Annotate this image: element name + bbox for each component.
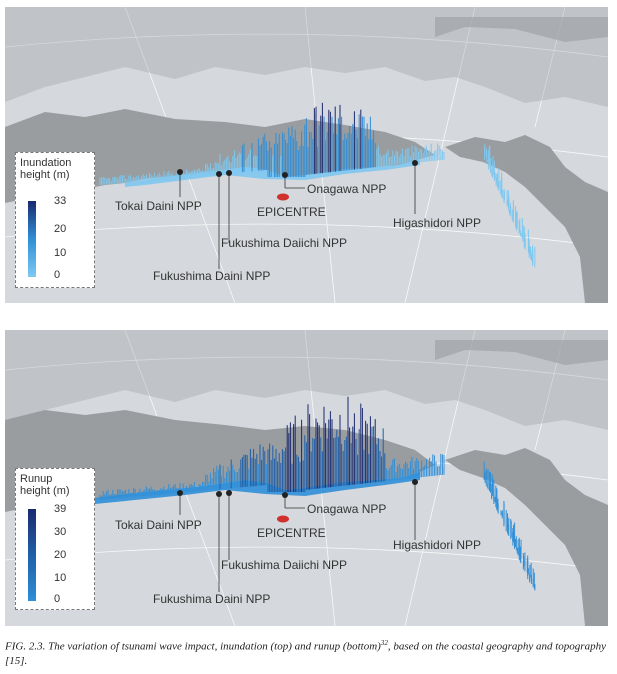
label-onagawa: Onagawa NPP <box>307 502 387 516</box>
land-farnorth <box>435 17 608 42</box>
caption-ref: 32 <box>380 639 388 647</box>
legend-tick: 30 <box>54 526 67 538</box>
land-north <box>5 7 608 107</box>
land-northeast <box>445 135 608 303</box>
npp-markers <box>177 160 418 178</box>
legend-title-line1: Runup <box>20 473 53 485</box>
legend-tick: 20 <box>54 549 67 561</box>
runup-legend: Runup height (m) 39 30 20 10 0 <box>15 468 95 610</box>
label-fukushima-daiichi: Fukushima Daiichi NPP <box>221 558 348 572</box>
inundation-map <box>5 7 608 303</box>
legend-tick-min: 0 <box>54 269 61 281</box>
legend-title-line2: height (m) <box>20 169 70 181</box>
label-tokai-daini: Tokai Daini NPP <box>115 518 202 532</box>
label-epicentre: EPICENTRE <box>257 205 326 219</box>
legend-tick: 10 <box>54 247 67 259</box>
legend-tick-max: 39 <box>54 503 67 515</box>
tokai-daini-marker <box>177 169 183 175</box>
leader-lines <box>179 163 416 269</box>
runup-map-panel: Runup height (m) 39 30 20 10 0 Tokai Dai… <box>5 330 608 626</box>
land-mainland <box>5 410 435 512</box>
fukushima-daiichi-marker <box>226 490 232 496</box>
coast-strip <box>95 472 420 504</box>
legend-tick-max: 33 <box>54 195 67 207</box>
label-fukushima-daiichi: Fukushima Daiichi NPP <box>221 236 348 250</box>
label-higashidori: Higashidori NPP <box>393 216 482 230</box>
label-epicentre: EPICENTRE <box>257 526 326 540</box>
epicentre-marker <box>277 193 289 201</box>
higashidori-marker <box>412 479 418 485</box>
legend-colorbar <box>28 509 36 601</box>
legend-title: Runup height (m) <box>20 473 94 497</box>
land-northeast <box>445 448 608 626</box>
runup-map <box>5 330 608 626</box>
caption-text: FIG. 2.3. The variation of tsunami wave … <box>5 640 381 653</box>
epicentre-marker <box>277 515 289 523</box>
label-fukushima-daini: Fukushima Daini NPP <box>153 592 271 606</box>
land-north <box>5 330 608 430</box>
onagawa-marker <box>282 172 288 178</box>
legend-tick: 10 <box>54 572 67 584</box>
legend-colorbar <box>28 201 36 277</box>
inundation-bars <box>99 102 536 268</box>
inundation-legend: Inundation height (m) 33 20 10 0 <box>15 152 95 288</box>
fukushima-daini-marker <box>216 171 222 177</box>
legend-tick-min: 0 <box>54 593 61 605</box>
caption-text-tail: , based on the coastal geography and top… <box>5 640 606 667</box>
label-fukushima-daini: Fukushima Daini NPP <box>153 269 271 283</box>
legend-title: Inundation height (m) <box>20 157 94 181</box>
higashidori-marker <box>412 160 418 166</box>
label-higashidori: Higashidori NPP <box>393 538 482 552</box>
npp-markers <box>177 479 418 498</box>
figure-caption: FIG. 2.3. The variation of tsunami wave … <box>5 636 610 668</box>
inundation-map-panel: Inundation height (m) 33 20 10 0 Tokai D… <box>5 7 608 303</box>
fukushima-daiichi-marker <box>226 170 232 176</box>
runup-bars <box>99 396 536 591</box>
onagawa-marker <box>282 492 288 498</box>
legend-title-line1: Inundation <box>20 157 72 169</box>
tokai-daini-marker <box>177 490 183 496</box>
legend-title-line2: height (m) <box>20 485 70 497</box>
land-farnorth <box>435 340 608 365</box>
legend-tick: 20 <box>54 223 67 235</box>
fukushima-daini-marker <box>216 491 222 497</box>
label-tokai-daini: Tokai Daini NPP <box>115 199 202 213</box>
label-onagawa: Onagawa NPP <box>307 182 387 196</box>
